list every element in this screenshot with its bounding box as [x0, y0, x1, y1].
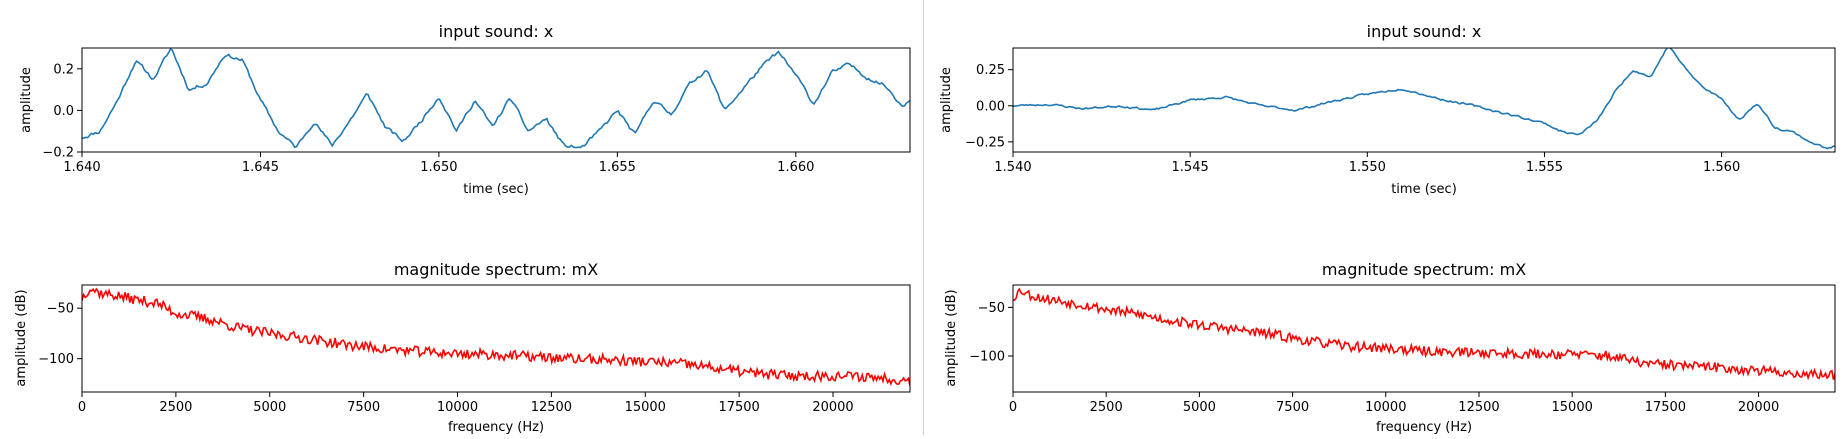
x-tick-label: 1.655: [599, 160, 636, 175]
y-tick-label: −0.25: [965, 135, 1005, 150]
chart-right-waveform: input sound: x time (sec) amplitude 1.54…: [939, 22, 1836, 197]
x-axis-label: frequency (Hz): [448, 420, 544, 435]
chart-title: input sound: x: [1367, 22, 1482, 41]
x-tick-label: 10000: [437, 400, 478, 415]
chart-title: magnitude spectrum: mX: [394, 260, 598, 279]
chart-title: magnitude spectrum: mX: [1322, 260, 1526, 279]
x-tick-label: 12500: [1458, 400, 1499, 415]
y-tick-label: 0.00: [976, 99, 1005, 114]
x-tick-label: 20000: [1738, 400, 1779, 415]
series-line: [82, 48, 910, 149]
series-line: [1013, 287, 1835, 381]
x-tick-label: 17500: [718, 400, 759, 415]
y-axis-label: amplitude: [19, 67, 34, 133]
x-tick-label: 15000: [1552, 400, 1593, 415]
x-axis-label: time (sec): [463, 182, 529, 197]
x-tick-label: 10000: [1365, 400, 1406, 415]
y-tick-label: −0.2: [42, 146, 74, 161]
chart-left-waveform: input sound: x time (sec) amplitude 1.64…: [19, 22, 911, 197]
y-axis-label: amplitude: [939, 67, 954, 133]
y-tick-label: −50: [47, 302, 74, 317]
series-line: [1013, 48, 1835, 150]
x-tick-label: 17500: [1645, 400, 1686, 415]
y-tick-label: −100: [969, 350, 1005, 365]
x-axis-label: frequency (Hz): [1376, 420, 1472, 435]
x-tick-label: 7500: [347, 400, 380, 415]
chart-right-spectrum: magnitude spectrum: mX frequency (Hz) am…: [944, 260, 1836, 435]
x-tick-label: 2500: [1090, 400, 1123, 415]
x-tick-label: 1.540: [994, 160, 1031, 175]
plot-frame: [81, 284, 911, 393]
x-tick-label: 1.640: [63, 160, 100, 175]
y-axis-label: amplitude (dB): [14, 289, 29, 386]
series-line: [82, 287, 910, 387]
x-axis-label: time (sec): [1391, 182, 1457, 197]
x-tick-label: 1.555: [1526, 160, 1563, 175]
chart-title: input sound: x: [439, 22, 554, 41]
x-tick-label: 1.545: [1172, 160, 1209, 175]
plot-frame: [81, 47, 911, 153]
x-tick-label: 1.660: [777, 160, 814, 175]
y-tick-label: −100: [38, 352, 74, 367]
y-tick-label: −50: [978, 301, 1005, 316]
x-tick-label: 20000: [812, 400, 853, 415]
x-tick-label: 0: [1009, 400, 1017, 415]
x-tick-label: 5000: [253, 400, 286, 415]
x-tick-label: 1.550: [1349, 160, 1386, 175]
x-tick-label: 1.650: [420, 160, 457, 175]
plot-frame: [1012, 284, 1836, 393]
x-tick-label: 15000: [625, 400, 666, 415]
plot-frame: [1012, 47, 1836, 153]
y-tick-label: 0.25: [976, 63, 1005, 78]
x-tick-label: 1.645: [242, 160, 279, 175]
chart-left-spectrum: magnitude spectrum: mX frequency (Hz) am…: [14, 260, 911, 435]
x-tick-label: 7500: [1276, 400, 1309, 415]
x-tick-label: 1.560: [1703, 160, 1740, 175]
y-axis-label: amplitude (dB): [944, 289, 959, 386]
x-tick-label: 0: [78, 400, 86, 415]
y-tick-label: 0.2: [53, 62, 74, 77]
y-tick-label: 0.0: [53, 104, 74, 119]
x-tick-label: 12500: [531, 400, 572, 415]
x-tick-label: 5000: [1183, 400, 1216, 415]
x-tick-label: 2500: [159, 400, 192, 415]
